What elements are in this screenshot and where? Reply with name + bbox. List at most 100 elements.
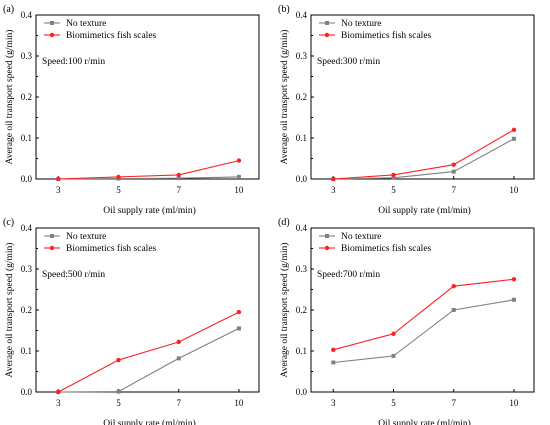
x-tick-label: 7	[451, 185, 456, 195]
data-point-circle	[391, 331, 396, 336]
legend-marker-circle	[49, 32, 55, 38]
x-tick-label: 5	[116, 398, 121, 408]
speed-annotation: Speed:300 r/min	[317, 57, 380, 67]
data-point-square	[511, 136, 516, 141]
data-point-circle	[56, 389, 61, 395]
x-tick-label: 5	[391, 398, 396, 408]
data-point-square	[511, 297, 516, 302]
y-axis-title: Average oil transport speed (g/min)	[4, 243, 15, 378]
y-tick-label: 0.1	[21, 133, 32, 143]
data-point-circle	[116, 357, 121, 363]
x-tick-label: 7	[176, 398, 181, 408]
y-tick-label: 0.4	[296, 10, 308, 20]
data-point-circle	[236, 309, 242, 315]
y-tick-label: 0.1	[296, 346, 307, 356]
data-point-circle	[511, 127, 517, 132]
legend-marker-square	[325, 234, 329, 238]
data-point-square	[391, 353, 396, 358]
chart-panel-2: (b) 0.0 0.1 0.2 0.3 0.4 3 5 7 10 Oil supply rate (…	[278, 4, 535, 216]
data-point-circle	[176, 172, 181, 178]
y-tick-label: 0.1	[296, 133, 307, 143]
panel-label: (d)	[278, 217, 290, 228]
x-tick-label: 10	[509, 185, 519, 195]
x-axis-title: Oil supply rate (ml/min)	[378, 205, 471, 216]
y-axis-title: Average oil transport speed (g/min)	[279, 243, 290, 378]
y-tick-label: 0.0	[296, 387, 308, 397]
x-tick-label: 5	[116, 185, 121, 195]
x-axis-title: Oil supply rate (ml/min)	[103, 418, 196, 425]
y-tick-label: 0.2	[296, 92, 307, 102]
legend-marker-circle	[324, 245, 330, 251]
y-tick-label: 0.4	[21, 10, 33, 20]
data-point-square	[451, 169, 456, 174]
series-line-2	[333, 278, 514, 351]
x-tick-label: 10	[234, 185, 244, 195]
legend-label-2: Biomimetics fish scales	[66, 243, 157, 254]
data-point-circle	[116, 174, 121, 180]
series-line-1	[58, 176, 239, 180]
series-line-2	[58, 311, 240, 393]
y-tick-label: 0.3	[21, 264, 33, 274]
data-point-circle	[511, 277, 517, 282]
data-point-square	[176, 176, 181, 181]
x-tick-label: 3	[56, 398, 61, 408]
x-tick-label: 3	[331, 185, 336, 195]
chart-panel-4: (d) 0.0 0.1 0.2 0.3 0.4 3 5 7 10 Oil supply rate (…	[278, 217, 535, 425]
x-tick-label: 3	[331, 398, 336, 408]
y-tick-label: 0.0	[21, 387, 33, 397]
y-tick-label: 0.3	[296, 51, 308, 61]
legend-label-1: No texture	[341, 232, 381, 242]
y-axis-title: Average oil transport speed (g/min)	[4, 30, 15, 165]
data-point-square	[331, 360, 336, 365]
legend-label-1: No texture	[341, 19, 381, 29]
panel-label: (a)	[3, 4, 14, 15]
y-tick-label: 0.2	[21, 92, 32, 102]
series-line-1	[333, 299, 514, 364]
x-tick-label: 3	[56, 185, 61, 195]
legend-marker-square	[50, 21, 54, 25]
chart-panel-3: (c) 0.0 0.1 0.2 0.3 0.4 3 5 7 10 Oil supply rate (…	[3, 217, 260, 425]
speed-annotation: Speed:100 r/min	[42, 57, 105, 67]
y-tick-label: 0.2	[21, 305, 32, 315]
data-point-circle	[176, 339, 181, 345]
series-line-2	[58, 160, 240, 180]
x-tick-label: 5	[391, 185, 396, 195]
legend-label-2: Biomimetics fish scales	[341, 243, 432, 254]
x-axis-title: Oil supply rate (ml/min)	[103, 205, 196, 216]
data-point-square	[236, 326, 241, 331]
series-line-2	[333, 129, 515, 180]
legend-label-1: No texture	[66, 232, 106, 242]
y-tick-label: 0.1	[21, 346, 32, 356]
x-tick-label: 10	[234, 398, 244, 408]
legend-marker-square	[325, 21, 329, 25]
data-point-circle	[331, 347, 336, 352]
data-point-circle	[451, 162, 456, 167]
series-line-1	[333, 138, 515, 180]
y-tick-label: 0.3	[296, 264, 308, 274]
chart-panel-1: (a) 0.0 0.1 0.2 0.3 0.4 3 5 7 10 Oil supply rate (…	[3, 4, 260, 216]
data-point-square	[451, 308, 456, 312]
series-line-1	[58, 327, 240, 393]
y-tick-label: 0.0	[296, 174, 308, 184]
y-tick-label: 0.2	[296, 305, 307, 315]
y-tick-label: 0.4	[21, 223, 33, 233]
legend-label-1: No texture	[66, 19, 106, 29]
speed-annotation: Speed:500 r/min	[42, 270, 105, 280]
x-tick-label: 7	[176, 185, 181, 195]
y-tick-label: 0.3	[21, 51, 33, 61]
data-point-circle	[391, 172, 396, 178]
legend-label-2: Biomimetics fish scales	[341, 30, 432, 41]
data-point-circle	[236, 158, 242, 163]
y-tick-label: 0.0	[21, 174, 33, 184]
speed-annotation: Speed:700 r/min	[317, 270, 380, 280]
legend-marker-circle	[324, 32, 330, 38]
legend-label-2: Biomimetics fish scales	[66, 30, 157, 41]
panel-label: (b)	[278, 4, 290, 15]
data-point-square	[391, 175, 396, 180]
y-axis-title: Average oil transport speed (g/min)	[279, 30, 290, 165]
x-axis-title: Oil supply rate (ml/min)	[378, 418, 471, 425]
legend-marker-circle	[49, 245, 55, 251]
y-tick-label: 0.4	[296, 223, 308, 233]
data-point-square	[116, 389, 121, 394]
